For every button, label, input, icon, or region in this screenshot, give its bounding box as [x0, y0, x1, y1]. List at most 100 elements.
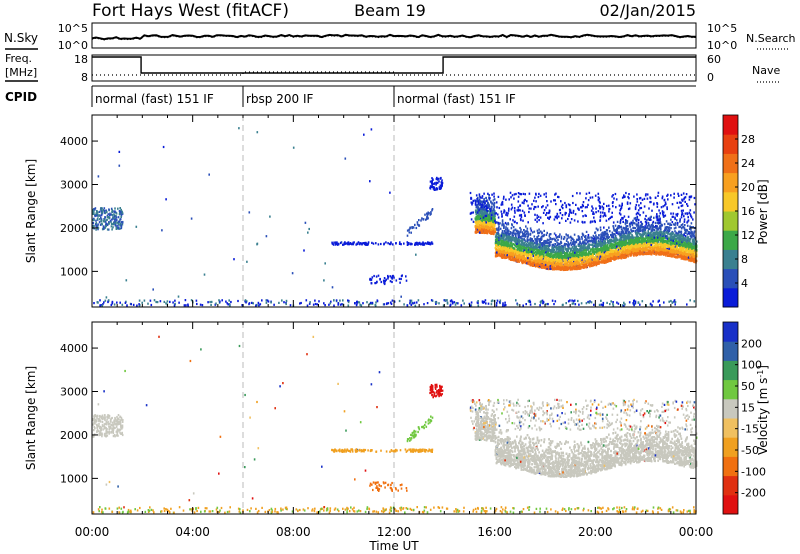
data-cell — [115, 215, 117, 218]
data-cell — [649, 302, 652, 305]
data-cell — [573, 239, 575, 242]
data-cell — [184, 299, 187, 302]
data-cell — [367, 242, 369, 245]
data-cell — [612, 303, 614, 306]
data-cell — [110, 303, 113, 307]
data-cell — [312, 303, 315, 306]
data-cell — [450, 299, 453, 302]
data-cell — [374, 282, 376, 285]
noise-sky-line — [91, 33, 697, 41]
data-cell — [178, 301, 180, 304]
data-cell — [328, 303, 330, 306]
data-cell — [209, 300, 211, 304]
data-cell — [622, 226, 625, 229]
data-cell — [111, 214, 114, 217]
data-cell — [691, 234, 693, 237]
data-cell — [190, 299, 193, 302]
data-cell — [684, 237, 686, 240]
data-cell — [377, 243, 380, 246]
data-cell — [265, 301, 268, 304]
data-cell — [125, 279, 128, 282]
data-cell — [398, 277, 401, 280]
data-cell — [411, 243, 413, 246]
data-cell — [241, 304, 243, 307]
data-cell — [120, 221, 123, 224]
data-cell — [674, 301, 677, 304]
data-cell — [432, 187, 435, 190]
data-cell — [669, 224, 671, 227]
data-cell — [618, 243, 620, 246]
data-cell — [607, 236, 609, 240]
data-cell — [431, 180, 433, 183]
data-cell — [104, 220, 107, 223]
data-cell — [534, 238, 536, 241]
data-cell — [438, 180, 440, 183]
data-cell — [441, 184, 443, 187]
data-cell — [102, 220, 105, 223]
data-cell — [651, 239, 653, 242]
data-cell — [335, 241, 337, 244]
data-cell — [92, 210, 94, 213]
data-cell — [653, 226, 656, 229]
data-cell — [119, 211, 121, 214]
data-cell — [636, 218, 639, 221]
data-cell — [149, 299, 152, 302]
data-cell — [117, 207, 119, 210]
data-cell — [399, 281, 401, 284]
data-cell — [484, 299, 487, 302]
data-cell — [119, 222, 122, 225]
data-cell — [494, 210, 496, 213]
data-cell — [114, 207, 116, 210]
data-cell — [439, 184, 442, 187]
data-cell — [105, 209, 107, 212]
data-cell — [693, 300, 696, 303]
data-cell — [376, 300, 379, 303]
data-cell — [667, 227, 670, 230]
data-cell — [324, 304, 326, 307]
data-cell — [539, 230, 542, 233]
data-cell — [570, 247, 572, 250]
data-cell — [668, 228, 671, 232]
data-cell — [166, 300, 169, 303]
data-cell — [333, 241, 335, 244]
data-cell — [639, 303, 641, 306]
data-cell — [343, 243, 345, 246]
data-cell — [426, 302, 429, 305]
data-cell — [99, 214, 101, 217]
data-cell — [554, 300, 557, 303]
data-cell — [547, 247, 549, 250]
data-cell — [661, 241, 664, 244]
data-cell — [435, 181, 437, 184]
data-cell — [120, 224, 123, 227]
data-cell — [637, 301, 640, 304]
data-cell — [585, 238, 587, 241]
data-cell — [454, 303, 457, 306]
data-cell — [270, 301, 272, 304]
data-cell — [623, 301, 625, 304]
data-cell — [490, 303, 493, 306]
data-cell — [430, 182, 433, 185]
data-cell — [495, 253, 497, 256]
data-cell — [670, 223, 673, 226]
data-cell — [442, 304, 445, 307]
data-cell — [117, 216, 120, 219]
data-cell — [612, 246, 615, 249]
data-cell — [165, 198, 167, 201]
data-cell — [114, 216, 116, 219]
data-cell — [477, 300, 479, 303]
data-cell — [265, 299, 268, 302]
data-cell — [104, 212, 107, 215]
data-cell — [691, 244, 693, 247]
data-cell — [575, 267, 577, 271]
data-cell — [347, 301, 350, 304]
data-cell — [562, 248, 564, 251]
data-cell — [95, 225, 97, 228]
data-cell — [474, 211, 477, 214]
data-cell — [643, 232, 645, 235]
data-cell — [152, 288, 154, 291]
data-cell — [103, 207, 106, 210]
data-cell — [376, 281, 378, 284]
data-cell — [395, 242, 397, 245]
data-cell — [537, 246, 539, 249]
data-cell — [416, 223, 419, 226]
